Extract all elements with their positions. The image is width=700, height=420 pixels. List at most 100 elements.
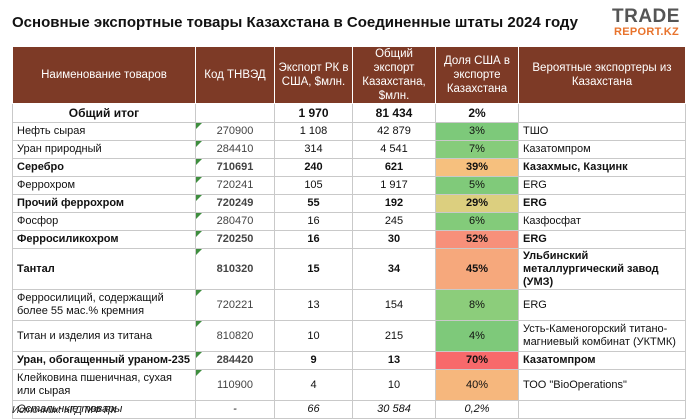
product-name-cell: Тантал bbox=[12, 248, 196, 290]
exporters-cell bbox=[518, 400, 686, 419]
total-export-cell: 10 bbox=[352, 369, 436, 401]
us-export-cell: 9 bbox=[274, 351, 353, 370]
total-export-cell: 13 bbox=[352, 351, 436, 370]
total-export-cell: 42 879 bbox=[352, 122, 436, 141]
us-export-cell: 55 bbox=[274, 194, 353, 213]
product-name-cell: Уран, обогащенный ураном-235 bbox=[12, 351, 196, 370]
product-name-cell: Прочий феррохром bbox=[12, 194, 196, 213]
table-row: Ферросилиций, содержащий более 55 мас.% … bbox=[12, 289, 686, 321]
table-row: Уран природный 284410 314 4 541 7% Казатомпро… bbox=[12, 140, 686, 159]
hs-code-cell: - bbox=[195, 400, 275, 419]
table-row: Тантал 810320 15 34 45% Ульбинский металлурги… bbox=[12, 248, 686, 290]
product-name-cell: Феррохром bbox=[12, 176, 196, 195]
logo-line-2: REPORT.KZ bbox=[614, 26, 680, 38]
exporters-cell: ERG bbox=[518, 289, 686, 321]
us-share-cell: 39% bbox=[435, 158, 519, 177]
product-name-cell: Нефть сырая bbox=[12, 122, 196, 141]
exporters-cell: Казфосфат bbox=[518, 212, 686, 231]
product-name-cell: Ферросиликохром bbox=[12, 230, 196, 249]
hs-code-cell: 720241 bbox=[195, 176, 275, 195]
source-note: Источник: КГД МФ РК bbox=[12, 405, 117, 416]
table-row: Титан и изделия из титана 810820 10 215 4% Ус… bbox=[12, 320, 686, 352]
total-export-cell: 4 541 bbox=[352, 140, 436, 159]
hs-code-cell: 280470 bbox=[195, 212, 275, 231]
us-export-cell: 105 bbox=[274, 176, 353, 195]
us-export-cell: 1 108 bbox=[274, 122, 353, 141]
table-row: Клейковина пшеничная, сухая или сырая 110… bbox=[12, 369, 686, 401]
exporters-cell: Казахмыс, Казцинк bbox=[518, 158, 686, 177]
hs-code-cell: 270900 bbox=[195, 122, 275, 141]
exporters-cell bbox=[518, 103, 686, 123]
us-export-cell: 16 bbox=[274, 230, 353, 249]
us-export-cell: 240 bbox=[274, 158, 353, 177]
us-export-cell: 13 bbox=[274, 289, 353, 321]
export-table: Наименование товаров Код ТНВЭД Экспорт Р… bbox=[12, 46, 686, 419]
others-row: Остальные товары -66 30 584 0,2% bbox=[12, 400, 686, 419]
table-row: Нефть сырая 270900 1 108 42 879 3% ТШО bbox=[12, 122, 686, 141]
us-export-cell: 314 bbox=[274, 140, 353, 159]
column-header: Наименование товаров bbox=[12, 46, 196, 104]
table-row: Фосфор 280470 16 245 6% Казфосфат bbox=[12, 212, 686, 231]
us-share-cell: 29% bbox=[435, 194, 519, 213]
total-export-cell: 30 bbox=[352, 230, 436, 249]
tradereport-logo: TRADE REPORT.KZ bbox=[612, 7, 690, 42]
product-name-cell: Уран природный bbox=[12, 140, 196, 159]
table-body: Общий итог 1 970 81 434 2% Нефть сырая 270900… bbox=[12, 103, 686, 419]
us-export-cell: 16 bbox=[274, 212, 353, 231]
total-export-cell: 34 bbox=[352, 248, 436, 290]
product-name-cell: Общий итог bbox=[12, 103, 196, 123]
us-share-cell: 2% bbox=[435, 103, 519, 123]
exporters-cell: ERG bbox=[518, 230, 686, 249]
exporters-cell: ERG bbox=[518, 194, 686, 213]
us-share-cell: 70% bbox=[435, 351, 519, 370]
hs-code-cell: 284420 bbox=[195, 351, 275, 370]
us-share-cell: 6% bbox=[435, 212, 519, 231]
column-header: Экспорт РК в США, $млн. bbox=[274, 46, 353, 104]
table-row: Ферросиликохром 720250 16 30 52% ERG bbox=[12, 230, 686, 249]
total-export-cell: 245 bbox=[352, 212, 436, 231]
hs-code-cell: 720250 bbox=[195, 230, 275, 249]
product-name-cell: Титан и изделия из титана bbox=[12, 320, 196, 352]
product-name-cell: Ферросилиций, содержащий более 55 мас.% … bbox=[12, 289, 196, 321]
product-name-cell: Серебро bbox=[12, 158, 196, 177]
exporters-cell: ТОО "BioOperations" bbox=[518, 369, 686, 401]
us-share-cell: 8% bbox=[435, 289, 519, 321]
us-export-cell: 4 bbox=[274, 369, 353, 401]
exporters-cell: Казатомпром bbox=[518, 140, 686, 159]
total-export-cell: 81 434 bbox=[352, 103, 436, 123]
exporters-cell: Усть-Каменогорский титано-магниевый комб… bbox=[518, 320, 686, 352]
total-export-cell: 621 bbox=[352, 158, 436, 177]
us-share-cell: 4% bbox=[435, 320, 519, 352]
us-share-cell: 0,2% bbox=[435, 400, 519, 419]
us-export-cell: 15 bbox=[274, 248, 353, 290]
us-share-cell: 7% bbox=[435, 140, 519, 159]
total-export-cell: 192 bbox=[352, 194, 436, 213]
us-share-cell: 45% bbox=[435, 248, 519, 290]
table-row: Прочий феррохром 720249 55 192 29% ERG bbox=[12, 194, 686, 213]
hs-code-cell: 810820 bbox=[195, 320, 275, 352]
chart-title: Основные экспортные товары Казахстана в … bbox=[12, 14, 578, 31]
column-header: Вероятные экспортеры из Казахстана bbox=[518, 46, 686, 104]
total-export-cell: 215 bbox=[352, 320, 436, 352]
table-row: Серебро 710691 240 621 39% Казахмыс, Казцинк bbox=[12, 158, 686, 177]
header-row: Наименование товаров Код ТНВЭД Экспорт Р… bbox=[12, 46, 686, 104]
total-export-cell: 154 bbox=[352, 289, 436, 321]
us-export-cell: 1 970 bbox=[274, 103, 353, 123]
us-share-cell: 5% bbox=[435, 176, 519, 195]
column-header: Общий экспорт Казахстана, $млн. bbox=[352, 46, 436, 104]
exporters-cell: ТШО bbox=[518, 122, 686, 141]
us-export-cell: 66 bbox=[274, 400, 353, 419]
us-export-cell: 10 bbox=[274, 320, 353, 352]
column-header: Доля США в экспорте Казахстана bbox=[435, 46, 519, 104]
table-row: Уран, обогащенный ураном-235 284420 9 13 70%… bbox=[12, 351, 686, 370]
column-header: Код ТНВЭД bbox=[195, 46, 275, 104]
table-row: Феррохром 720241 105 1 917 5% ERG bbox=[12, 176, 686, 195]
us-share-cell: 52% bbox=[435, 230, 519, 249]
exporters-cell: ERG bbox=[518, 176, 686, 195]
hs-code-cell: 720221 bbox=[195, 289, 275, 321]
product-name-cell: Клейковина пшеничная, сухая или сырая bbox=[12, 369, 196, 401]
exporters-cell: Казатомпром bbox=[518, 351, 686, 370]
us-share-cell: 40% bbox=[435, 369, 519, 401]
hs-code-cell: 284410 bbox=[195, 140, 275, 159]
